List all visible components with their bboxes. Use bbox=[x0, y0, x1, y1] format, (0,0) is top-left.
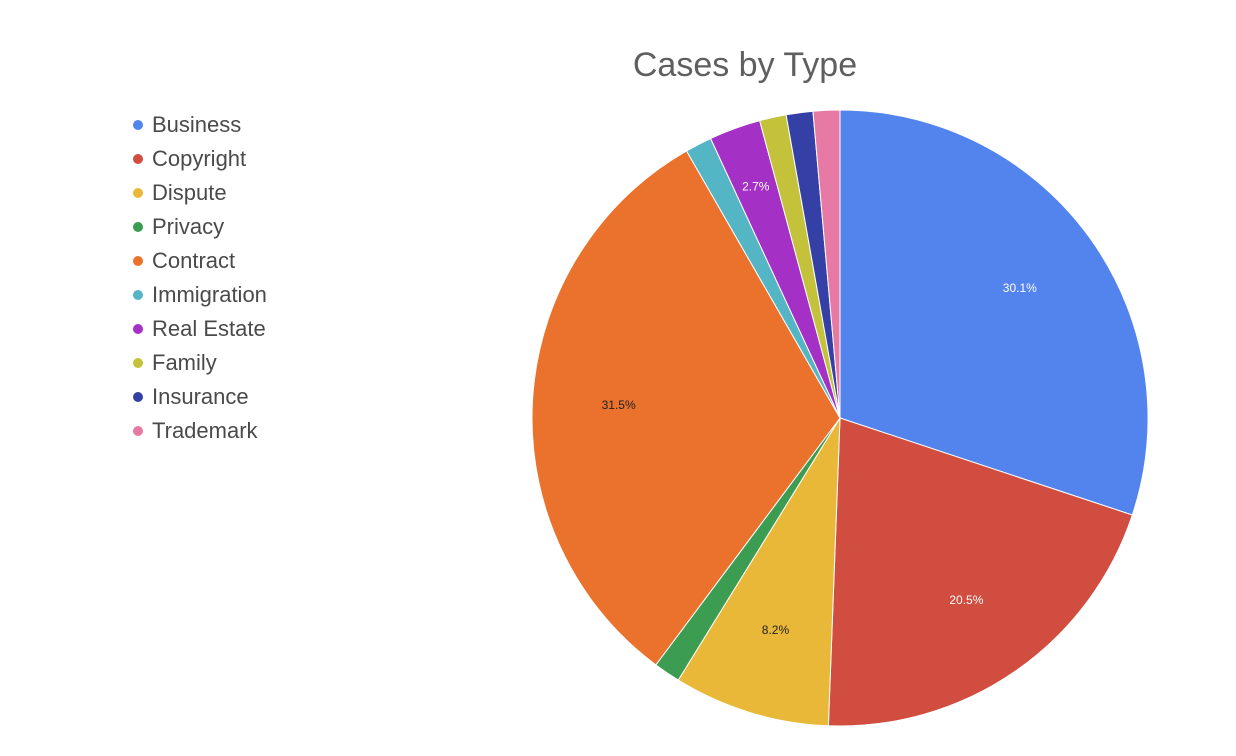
legend-item: Copyright bbox=[133, 142, 267, 176]
legend-label: Immigration bbox=[152, 282, 267, 307]
legend-swatch bbox=[133, 358, 143, 368]
chart-title: Cases by Type bbox=[632, 46, 858, 84]
legend-item: Immigration bbox=[133, 278, 267, 312]
legend-item: Family bbox=[133, 346, 267, 380]
pie-slice-copyright bbox=[827, 417, 1133, 727]
legend-label: Privacy bbox=[152, 214, 225, 239]
pie-slice-business bbox=[839, 109, 1149, 516]
legend-item: Real Estate bbox=[133, 312, 267, 346]
legend-swatch bbox=[133, 324, 143, 334]
pie-slice-dispute bbox=[677, 416, 841, 727]
legend-label: Contract bbox=[152, 248, 236, 273]
slice-data-label: 8.2% bbox=[762, 623, 790, 637]
legend-swatch bbox=[133, 120, 143, 130]
legend-item: Privacy bbox=[133, 210, 267, 244]
pie-slice-contract bbox=[531, 150, 841, 666]
legend-label: Insurance bbox=[152, 384, 249, 409]
legend-swatch bbox=[133, 188, 143, 198]
legend-item: Business bbox=[133, 108, 267, 142]
slice-data-label: 2.7% bbox=[742, 179, 770, 193]
legend-item: Dispute bbox=[133, 176, 267, 210]
legend-swatch bbox=[133, 256, 143, 266]
legend-swatch bbox=[133, 222, 143, 232]
legend-label: Real Estate bbox=[152, 316, 266, 341]
legend-label: Family bbox=[152, 350, 217, 375]
slice-data-label: 20.5% bbox=[949, 593, 983, 607]
pie-slice-trademark bbox=[812, 109, 841, 419]
legend-swatch bbox=[133, 426, 143, 436]
legend-label: Business bbox=[152, 112, 242, 137]
legend-item: Contract bbox=[133, 244, 267, 278]
slice-data-label: 30.1% bbox=[1003, 281, 1037, 295]
slice-data-label: 31.5% bbox=[602, 398, 636, 412]
legend-label: Dispute bbox=[152, 180, 227, 205]
legend-swatch bbox=[133, 154, 143, 164]
legend-label: Copyright bbox=[152, 146, 247, 171]
legend-label: Trademark bbox=[152, 418, 258, 443]
chart-legend: Business Copyright Dispute Privacy Contract I… bbox=[133, 108, 267, 448]
legend-swatch bbox=[133, 392, 143, 402]
legend-swatch bbox=[133, 290, 143, 300]
legend-item: Trademark bbox=[133, 414, 267, 448]
legend-item: Insurance bbox=[133, 380, 267, 414]
